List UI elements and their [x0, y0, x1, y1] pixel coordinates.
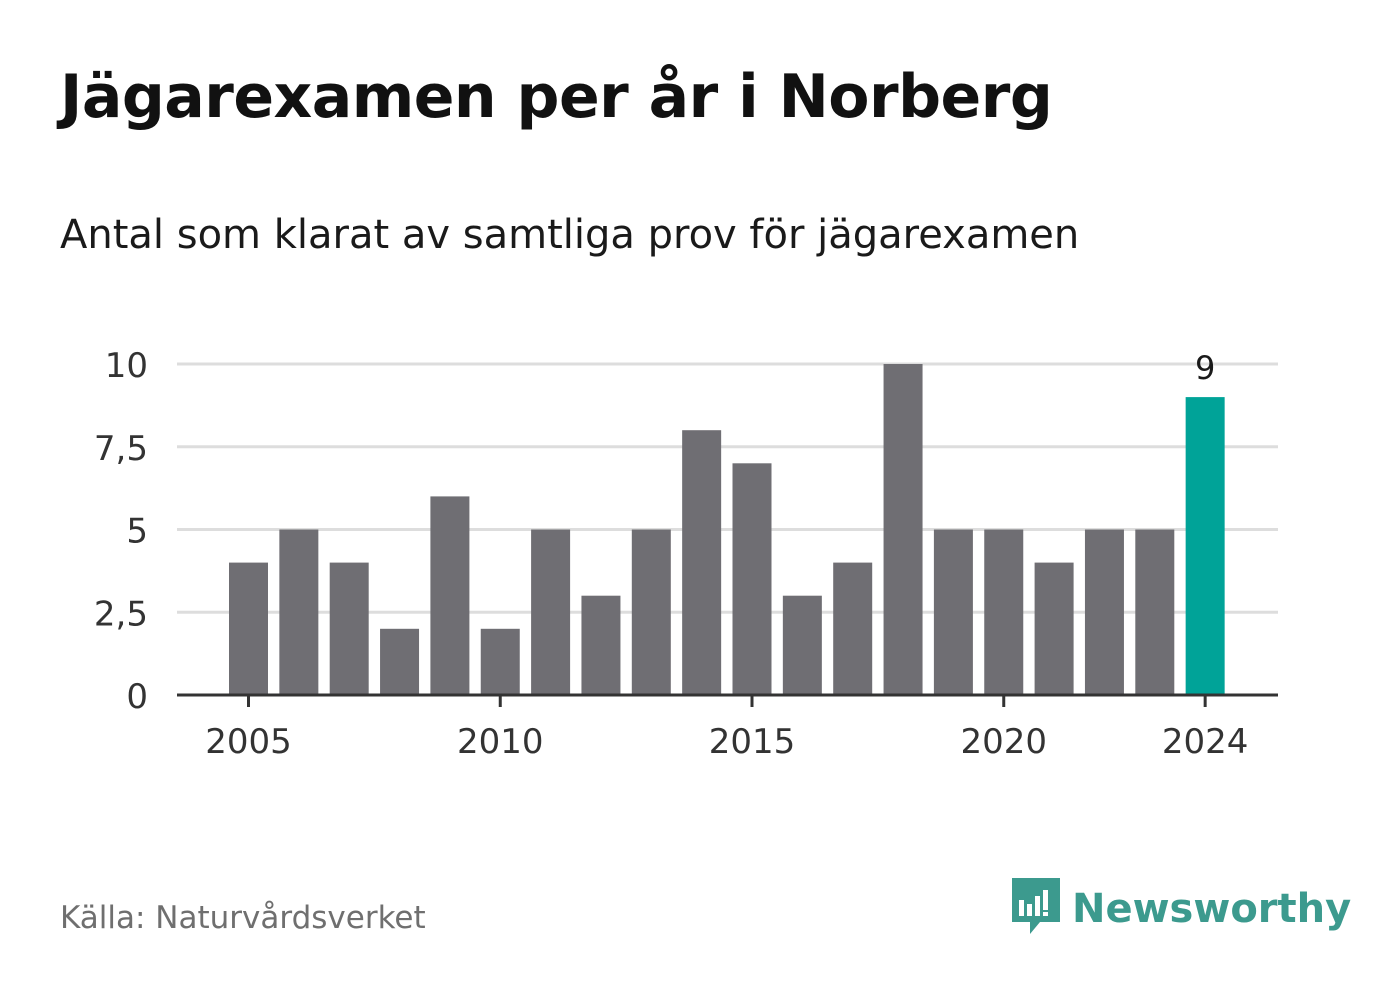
x-tick-label: 2010 — [457, 722, 544, 762]
bar — [1135, 529, 1175, 695]
data-label: 9 — [1195, 349, 1215, 387]
x-tick-label: 2024 — [1162, 722, 1249, 762]
y-tick-label: 10 — [105, 346, 148, 386]
brand-name: Newsworthy — [1072, 886, 1352, 932]
bar — [430, 496, 470, 695]
axes — [177, 693, 1278, 707]
x-tick-label: 2020 — [960, 722, 1047, 762]
y-tick-label: 0 — [126, 677, 148, 717]
bar — [833, 562, 873, 695]
bar — [682, 430, 722, 695]
chart-title: Jägarexamen per år i Norberg — [60, 62, 1053, 132]
bar — [229, 562, 268, 695]
bar — [480, 628, 520, 695]
bars — [229, 364, 1225, 695]
bar-highlight — [1185, 397, 1225, 695]
source-note: Källa: Naturvårdsverket — [60, 900, 426, 936]
tick-labels: 0 2,5 5 7,5 10 9 2005 2010 2015 2020 2024 — [94, 346, 1248, 762]
bar — [531, 529, 571, 695]
bar — [1034, 562, 1074, 695]
y-tick-label: 7,5 — [94, 429, 148, 469]
bar — [279, 529, 319, 695]
y-tick-label: 5 — [126, 512, 148, 552]
y-tick-label: 2,5 — [94, 594, 148, 634]
bar — [1084, 529, 1124, 695]
bar-chart-speech-bubble-icon — [1010, 876, 1062, 942]
chart-subtitle: Antal som klarat av samtliga prov för jä… — [60, 212, 1080, 258]
bar — [329, 562, 369, 695]
x-tick-label: 2015 — [709, 722, 796, 762]
bar — [631, 529, 671, 695]
bar — [883, 364, 923, 695]
bar — [782, 595, 822, 695]
bar — [732, 463, 772, 695]
bar — [933, 529, 973, 695]
newsworthy-logo: Newsworthy — [1010, 878, 1351, 940]
x-tick-label: 2005 — [205, 722, 292, 762]
bar — [984, 529, 1024, 695]
bar — [380, 628, 420, 695]
bar — [581, 595, 621, 695]
